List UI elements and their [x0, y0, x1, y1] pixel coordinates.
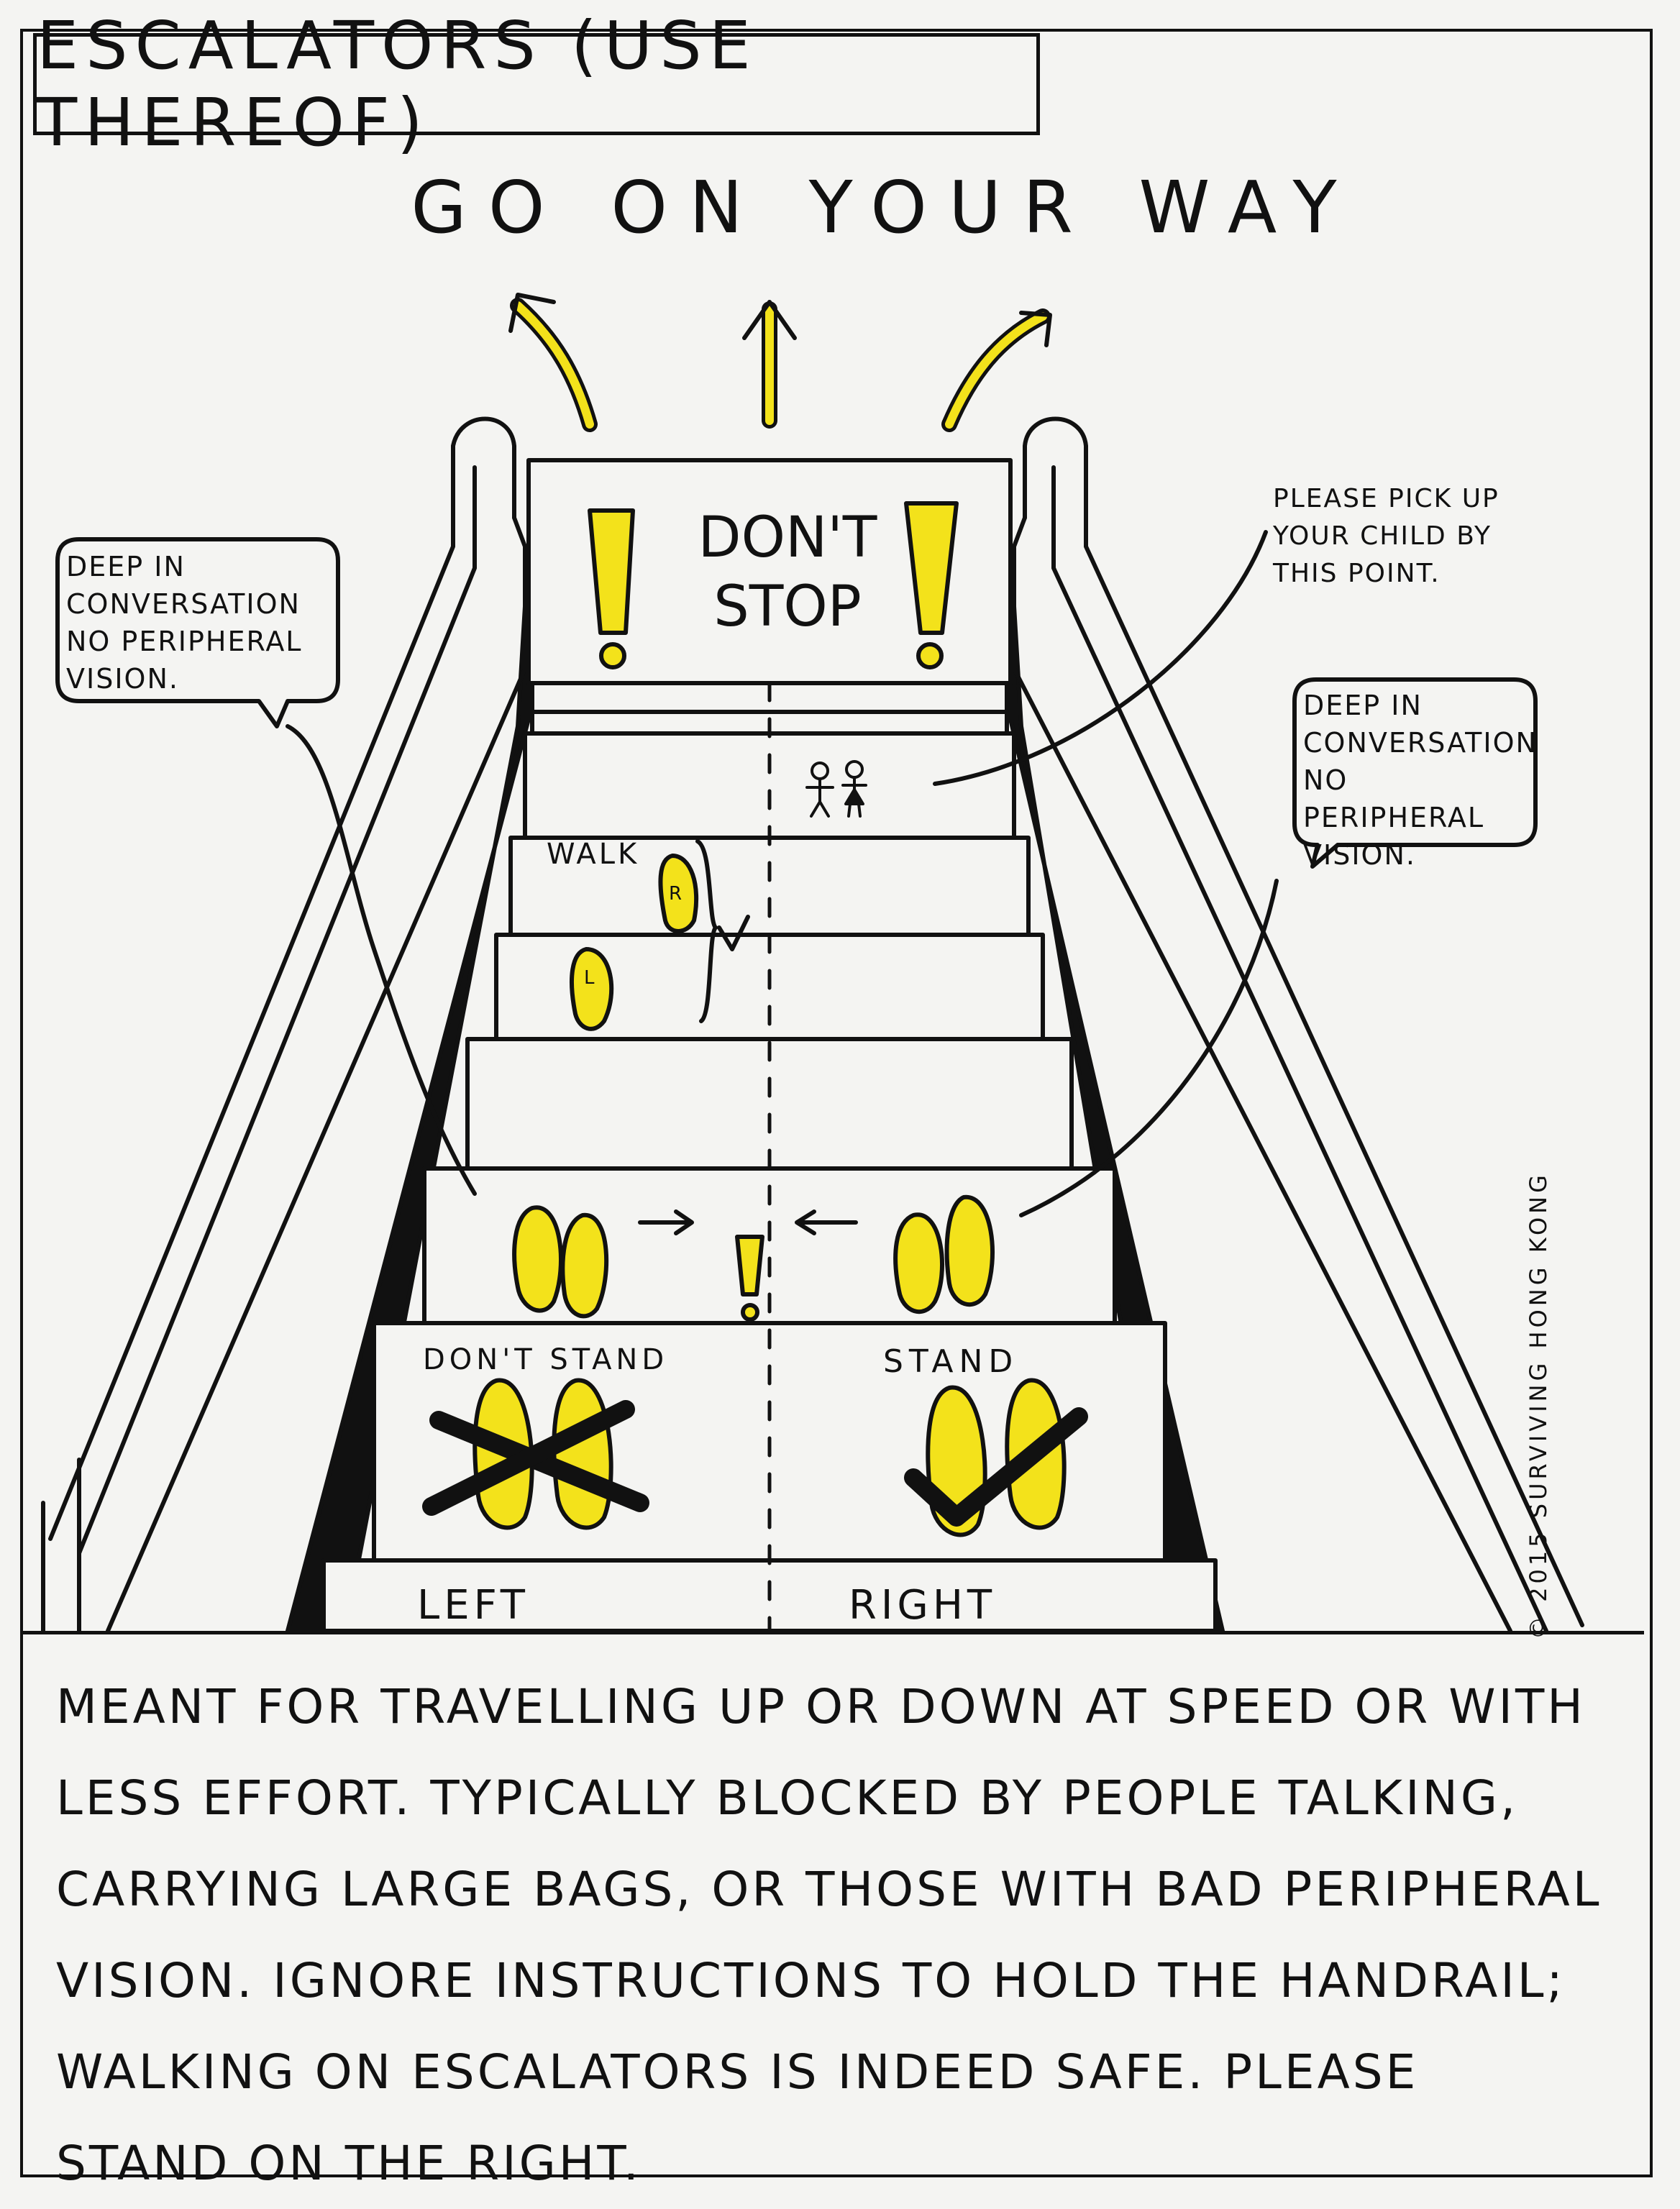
stand-label: STAND: [883, 1343, 1019, 1380]
arrow-left-icon: [795, 1209, 858, 1235]
left-label: LEFT: [417, 1582, 530, 1629]
stand-footprints-icon: [904, 1378, 1088, 1537]
bubble-right-text: DEEP IN CONVERSATION NO PERIPHERAL VISIO…: [1303, 690, 1538, 871]
bubble-left-text: DEEP IN CONVERSATION NO PERIPHERAL VISIO…: [66, 551, 303, 695]
right-label: RIGHT: [849, 1582, 997, 1629]
walk-footprint-right-icon: [658, 854, 699, 933]
top-caption: GO ON YOUR WAY: [411, 165, 1359, 250]
dont-stand-footprints-icon: [422, 1378, 649, 1530]
foot-letter-right: R: [669, 883, 682, 905]
left-handrail: [41, 416, 527, 1633]
arrow-left-icon: [510, 298, 598, 432]
children-icon: [805, 760, 867, 818]
comic-frame: [20, 29, 1653, 2177]
checkmark-icon: [904, 1407, 1088, 1527]
footprints-left-icon: [512, 1205, 609, 1319]
center-exclamation-icon: [735, 1235, 764, 1322]
right-handrail: [1012, 416, 1584, 1633]
speech-bubble-right: [1019, 677, 1538, 1217]
dont-stand-label: DON'T STAND: [423, 1343, 669, 1376]
child-note-pointer: [933, 530, 1268, 786]
walk-label: WALK: [547, 838, 640, 871]
arrow-right-icon: [941, 308, 1051, 432]
exclamation-icon: [588, 508, 635, 669]
check-icon: [717, 915, 750, 951]
speech-bubble-left: [55, 537, 477, 1196]
arrow-right-icon: [638, 1209, 694, 1235]
foot-letter-left: L: [584, 967, 595, 989]
child-note-text: PLEASE PICK UP YOUR CHILD BY THIS POINT.: [1273, 484, 1499, 588]
caption-body-text: MEANT FOR TRAVELLING UP OR DOWN AT SPEED…: [56, 1679, 1602, 2191]
footprints-right-icon: [893, 1194, 995, 1314]
caption-panel: [23, 1631, 1644, 2172]
dont-stop-text: DON'T STOP: [698, 506, 877, 639]
exclamation-icon: [904, 501, 959, 669]
walk-footprint-left-icon: [570, 947, 614, 1031]
exit-arrows: [508, 293, 1052, 432]
walk-bracket: [695, 839, 718, 1023]
copyright-text: © 2015 SURVIVING HONG KONG: [1525, 1171, 1552, 1639]
